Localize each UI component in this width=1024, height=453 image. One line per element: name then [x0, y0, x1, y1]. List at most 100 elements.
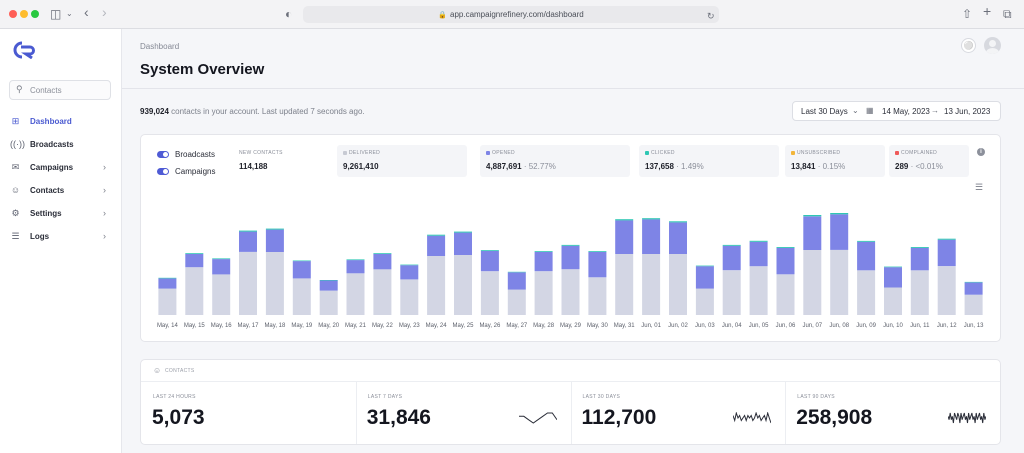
chart-bar-segment[interactable]: [964, 294, 983, 315]
chevron-down-icon[interactable]: ⌄: [66, 9, 73, 18]
chart-bar-segment[interactable]: [292, 278, 311, 315]
chart-bar-segment[interactable]: [534, 251, 553, 272]
chart-bar-segment[interactable]: [910, 247, 929, 271]
range-start-date[interactable]: 14 May, 2023: [882, 107, 930, 116]
chart-bar-segment[interactable]: [749, 266, 768, 315]
campaign-refinery-logo-icon[interactable]: [12, 41, 36, 59]
close-window-button[interactable]: [9, 10, 17, 18]
chart-bar-segment[interactable]: [776, 247, 795, 248]
chart-bar-segment[interactable]: [265, 229, 284, 252]
chart-bar-segment[interactable]: [722, 244, 741, 246]
sidebar-item-contacts[interactable]: ☺ Contacts ›: [0, 181, 122, 201]
chart-bar-segment[interactable]: [937, 266, 956, 315]
chart-bar-segment[interactable]: [534, 271, 553, 315]
campaigns-toggle[interactable]: [157, 168, 169, 175]
sidebar-item-logs[interactable]: ☰ Logs ›: [0, 227, 122, 247]
chart-bar-segment[interactable]: [588, 251, 607, 252]
chart-bar-segment[interactable]: [695, 266, 714, 289]
chart-bar-segment[interactable]: [346, 259, 365, 261]
chart-bar-segment[interactable]: [937, 239, 956, 267]
info-icon[interactable]: i: [977, 148, 985, 156]
chart-bar-segment[interactable]: [722, 270, 741, 315]
chart-bar-segment[interactable]: [588, 277, 607, 315]
search-box[interactable]: ⚲: [9, 80, 111, 100]
chart-bar-segment[interactable]: [669, 222, 687, 255]
chart-bar-segment[interactable]: [158, 278, 177, 289]
chart-bar-segment[interactable]: [480, 250, 499, 251]
chart-bar-segment[interactable]: [803, 215, 822, 217]
chart-bar-segment[interactable]: [185, 253, 204, 254]
chart-bar-segment[interactable]: [454, 231, 472, 233]
chart-bar-segment[interactable]: [642, 254, 661, 315]
chart-bar-segment[interactable]: [615, 220, 634, 254]
avatar[interactable]: [984, 37, 1001, 54]
chart-bar-segment[interactable]: [910, 247, 929, 248]
range-preset-select[interactable]: Last 30 Days: [801, 107, 848, 116]
chart-bar-segment[interactable]: [507, 271, 526, 273]
chart-bar-segment[interactable]: [454, 232, 472, 255]
sidebar-toggle-icon[interactable]: ◫: [50, 7, 62, 21]
chart-bar-segment[interactable]: [427, 235, 446, 256]
chart-bar-segment[interactable]: [239, 230, 257, 232]
breadcrumb[interactable]: Dashboard: [140, 42, 180, 51]
minimize-window-button[interactable]: [20, 10, 28, 18]
back-icon[interactable]: ‹: [84, 4, 89, 20]
privacy-shield-icon[interactable]: ◐: [285, 7, 293, 21]
share-icon[interactable]: ⇧: [962, 7, 973, 21]
chart-bar-segment[interactable]: [239, 251, 257, 315]
chart-bar-segment[interactable]: [265, 228, 284, 230]
address-bar[interactable]: 🔒 app.campaignrefinery.com/dashboard ↻: [303, 6, 719, 23]
chart-bar-segment[interactable]: [803, 216, 822, 250]
chart-bar-segment[interactable]: [454, 255, 472, 315]
chart-menu-icon[interactable]: ☰: [975, 182, 984, 192]
maximize-window-button[interactable]: [31, 10, 39, 18]
chart-bar-segment[interactable]: [212, 259, 231, 275]
search-input[interactable]: [30, 81, 108, 99]
chart-bar-segment[interactable]: [212, 274, 231, 315]
chart-bar-segment[interactable]: [776, 274, 795, 315]
chart-bar-segment[interactable]: [507, 272, 526, 290]
date-range-picker[interactable]: Last 30 Days ⌄ ▦ 14 May, 2023 → 13 Jun, …: [792, 101, 1001, 121]
chart-bar-segment[interactable]: [588, 251, 607, 278]
chart-bar-segment[interactable]: [910, 270, 929, 315]
new-tab-icon[interactable]: +: [983, 3, 992, 19]
chart-bar-segment[interactable]: [400, 279, 419, 315]
chart-bar-segment[interactable]: [830, 213, 849, 215]
chart-bar-segment[interactable]: [534, 251, 553, 252]
chart-bar-segment[interactable]: [857, 240, 876, 242]
chart-bar-segment[interactable]: [158, 277, 177, 279]
chart-bar-segment[interactable]: [373, 269, 392, 315]
chart-bar-segment[interactable]: [561, 244, 580, 246]
chart-bar-segment[interactable]: [884, 267, 902, 288]
chart-bar-segment[interactable]: [158, 288, 177, 315]
chart-bar-segment[interactable]: [669, 221, 687, 223]
chart-bar-segment[interactable]: [185, 254, 204, 268]
sidebar-item-campaigns[interactable]: ✉ Campaigns ›: [0, 158, 122, 178]
chart-bar-segment[interactable]: [319, 290, 338, 315]
chart-bar-segment[interactable]: [319, 280, 338, 291]
chart-bar-segment[interactable]: [749, 240, 768, 242]
chart-bar-segment[interactable]: [937, 238, 956, 240]
broadcasts-toggle[interactable]: [157, 151, 169, 158]
range-end-date[interactable]: 13 Jun, 2023: [944, 107, 991, 116]
chart-bar-segment[interactable]: [964, 281, 983, 283]
chart-bar-segment[interactable]: [642, 219, 661, 254]
chart-bar-segment[interactable]: [346, 273, 365, 315]
chart-bar-segment[interactable]: [695, 265, 714, 267]
chart-bar-segment[interactable]: [830, 249, 849, 315]
chart-bar-segment[interactable]: [857, 241, 876, 271]
chart-bar-segment[interactable]: [427, 234, 446, 236]
chart-bar-segment[interactable]: [669, 254, 687, 315]
sidebar-item-broadcasts[interactable]: ((·)) Broadcasts: [0, 135, 122, 155]
chart-bar-segment[interactable]: [373, 254, 392, 270]
forward-icon[interactable]: ›: [102, 4, 107, 20]
chart-bar-segment[interactable]: [292, 261, 311, 279]
chart-bar-segment[interactable]: [319, 280, 338, 281]
chart-bar-segment[interactable]: [185, 267, 204, 315]
reload-icon[interactable]: ↻: [707, 11, 715, 21]
notifications-bell-icon[interactable]: ⚪: [961, 38, 976, 53]
chart-bar-segment[interactable]: [615, 254, 634, 315]
chart-bar-segment[interactable]: [507, 289, 526, 315]
chart-bar-segment[interactable]: [642, 218, 661, 220]
chart-bar-segment[interactable]: [373, 253, 392, 254]
